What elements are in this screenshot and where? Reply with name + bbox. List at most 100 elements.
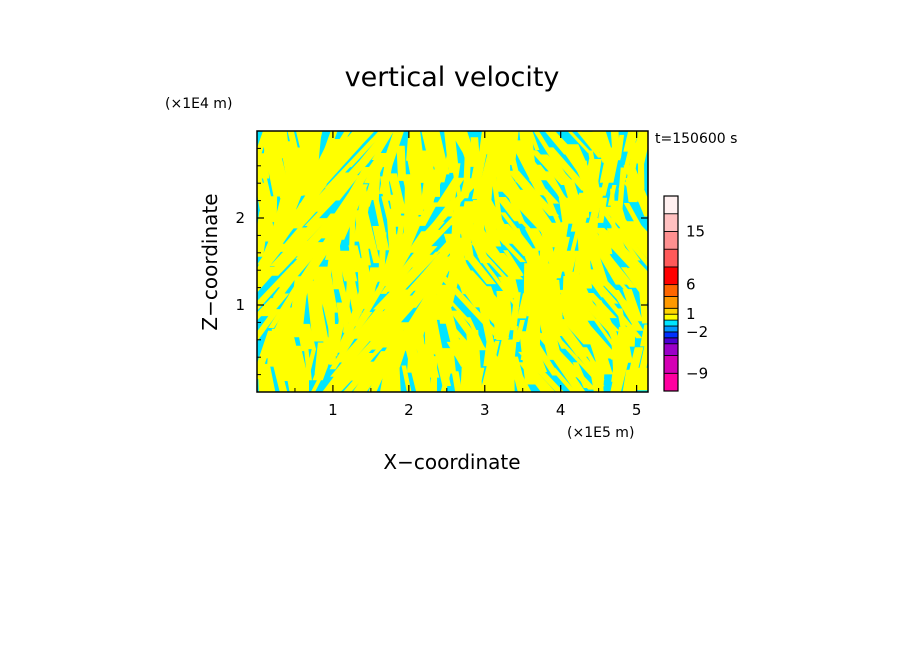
positive-contour — [261, 366, 276, 392]
positive-contour — [547, 329, 605, 387]
positive-contour — [624, 221, 648, 246]
positive-contour — [482, 222, 526, 263]
positive-contour — [419, 150, 435, 174]
positive-contour — [354, 284, 386, 327]
positive-contour — [378, 234, 408, 286]
positive-contour — [496, 291, 513, 323]
positive-contour — [440, 348, 457, 374]
positive-contour — [549, 367, 576, 392]
positive-contour — [528, 131, 540, 150]
positive-contour — [564, 294, 598, 321]
positive-contour — [503, 203, 537, 235]
positive-contour — [430, 356, 438, 392]
positive-contour — [517, 293, 532, 319]
positive-contour — [506, 170, 560, 216]
positive-contour — [622, 289, 643, 322]
positive-contour — [567, 131, 592, 153]
positive-contour — [460, 362, 472, 392]
positive-contour — [592, 227, 648, 288]
positive-contour — [635, 367, 648, 391]
positive-contour — [301, 348, 317, 392]
positive-contour — [518, 351, 565, 392]
positive-contour — [287, 194, 332, 229]
positive-contour — [359, 206, 381, 264]
positive-contour — [546, 349, 586, 392]
positive-contour — [510, 292, 521, 331]
colorbar-level — [663, 331, 679, 339]
positive-contour — [270, 354, 288, 392]
positive-contour — [288, 276, 309, 338]
positive-contour — [371, 131, 394, 160]
colorbar-level — [663, 307, 679, 315]
x-axis-label: X−coordinate — [383, 450, 520, 474]
positive-contour — [637, 330, 648, 376]
field-contours — [257, 131, 648, 392]
positive-contour — [322, 357, 355, 392]
positive-contour — [586, 275, 619, 304]
positive-contour — [302, 139, 341, 192]
positive-contour — [622, 369, 640, 392]
y-tick-label: 1 — [235, 296, 245, 314]
positive-contour — [584, 187, 605, 241]
positive-contour — [388, 194, 403, 227]
positive-contour — [318, 266, 338, 313]
positive-contour — [401, 365, 412, 392]
positive-contour — [351, 287, 402, 339]
positive-contour — [544, 147, 591, 191]
positive-contour — [514, 320, 525, 342]
positive-contour — [434, 177, 465, 207]
positive-contour — [416, 180, 481, 241]
x-tick-label: 4 — [556, 401, 566, 419]
positive-contour — [424, 171, 446, 210]
colorbar-level — [663, 319, 679, 327]
positive-contour — [272, 270, 302, 297]
positive-contour — [468, 217, 501, 254]
heatmap-field — [257, 131, 648, 392]
positive-contour — [269, 193, 294, 240]
positive-contour — [581, 231, 610, 286]
colorbar-level — [663, 337, 679, 345]
positive-contour — [257, 243, 288, 274]
positive-contour — [568, 310, 621, 360]
positive-contour — [600, 210, 641, 261]
positive-contour — [367, 267, 385, 296]
positive-contour — [257, 253, 309, 311]
positive-contour — [456, 206, 475, 261]
positive-contour — [380, 176, 392, 201]
positive-contour — [469, 367, 485, 392]
positive-contour — [312, 324, 344, 381]
positive-contour — [405, 348, 428, 392]
positive-contour — [387, 173, 407, 214]
positive-contour — [257, 211, 270, 257]
positive-contour — [531, 342, 560, 376]
positive-contour — [489, 165, 502, 220]
positive-contour — [371, 173, 381, 200]
positive-contour — [518, 362, 550, 392]
colorbar-label: −9 — [686, 364, 708, 382]
positive-contour — [328, 331, 389, 387]
y-tick-label: 2 — [235, 209, 245, 227]
positive-contour — [257, 293, 290, 317]
positive-contour — [480, 356, 501, 392]
positive-contour — [526, 255, 548, 317]
positive-contour — [361, 314, 398, 342]
colorbar-level — [663, 343, 679, 356]
colorbar-label: −2 — [686, 323, 708, 341]
positive-contour — [364, 153, 390, 184]
colorbar-level — [663, 231, 679, 250]
positive-contour — [396, 145, 407, 181]
positive-contour — [463, 146, 472, 182]
colorbar-level — [663, 372, 679, 392]
positive-contour — [607, 271, 632, 293]
positive-contour — [269, 196, 278, 223]
positive-contour — [299, 323, 316, 350]
y-unit-label: (×1E4 m) — [165, 96, 232, 112]
colorbar-level — [663, 195, 679, 215]
colorbar: 15 6 1−2 −9 — [663, 195, 708, 392]
positive-contour — [380, 269, 404, 294]
y-axis-label: Z−coordinate — [198, 193, 222, 330]
positive-contour — [329, 334, 358, 370]
positive-contour — [452, 240, 497, 285]
positive-contour — [257, 309, 281, 342]
x-tick-label: 3 — [480, 401, 490, 419]
